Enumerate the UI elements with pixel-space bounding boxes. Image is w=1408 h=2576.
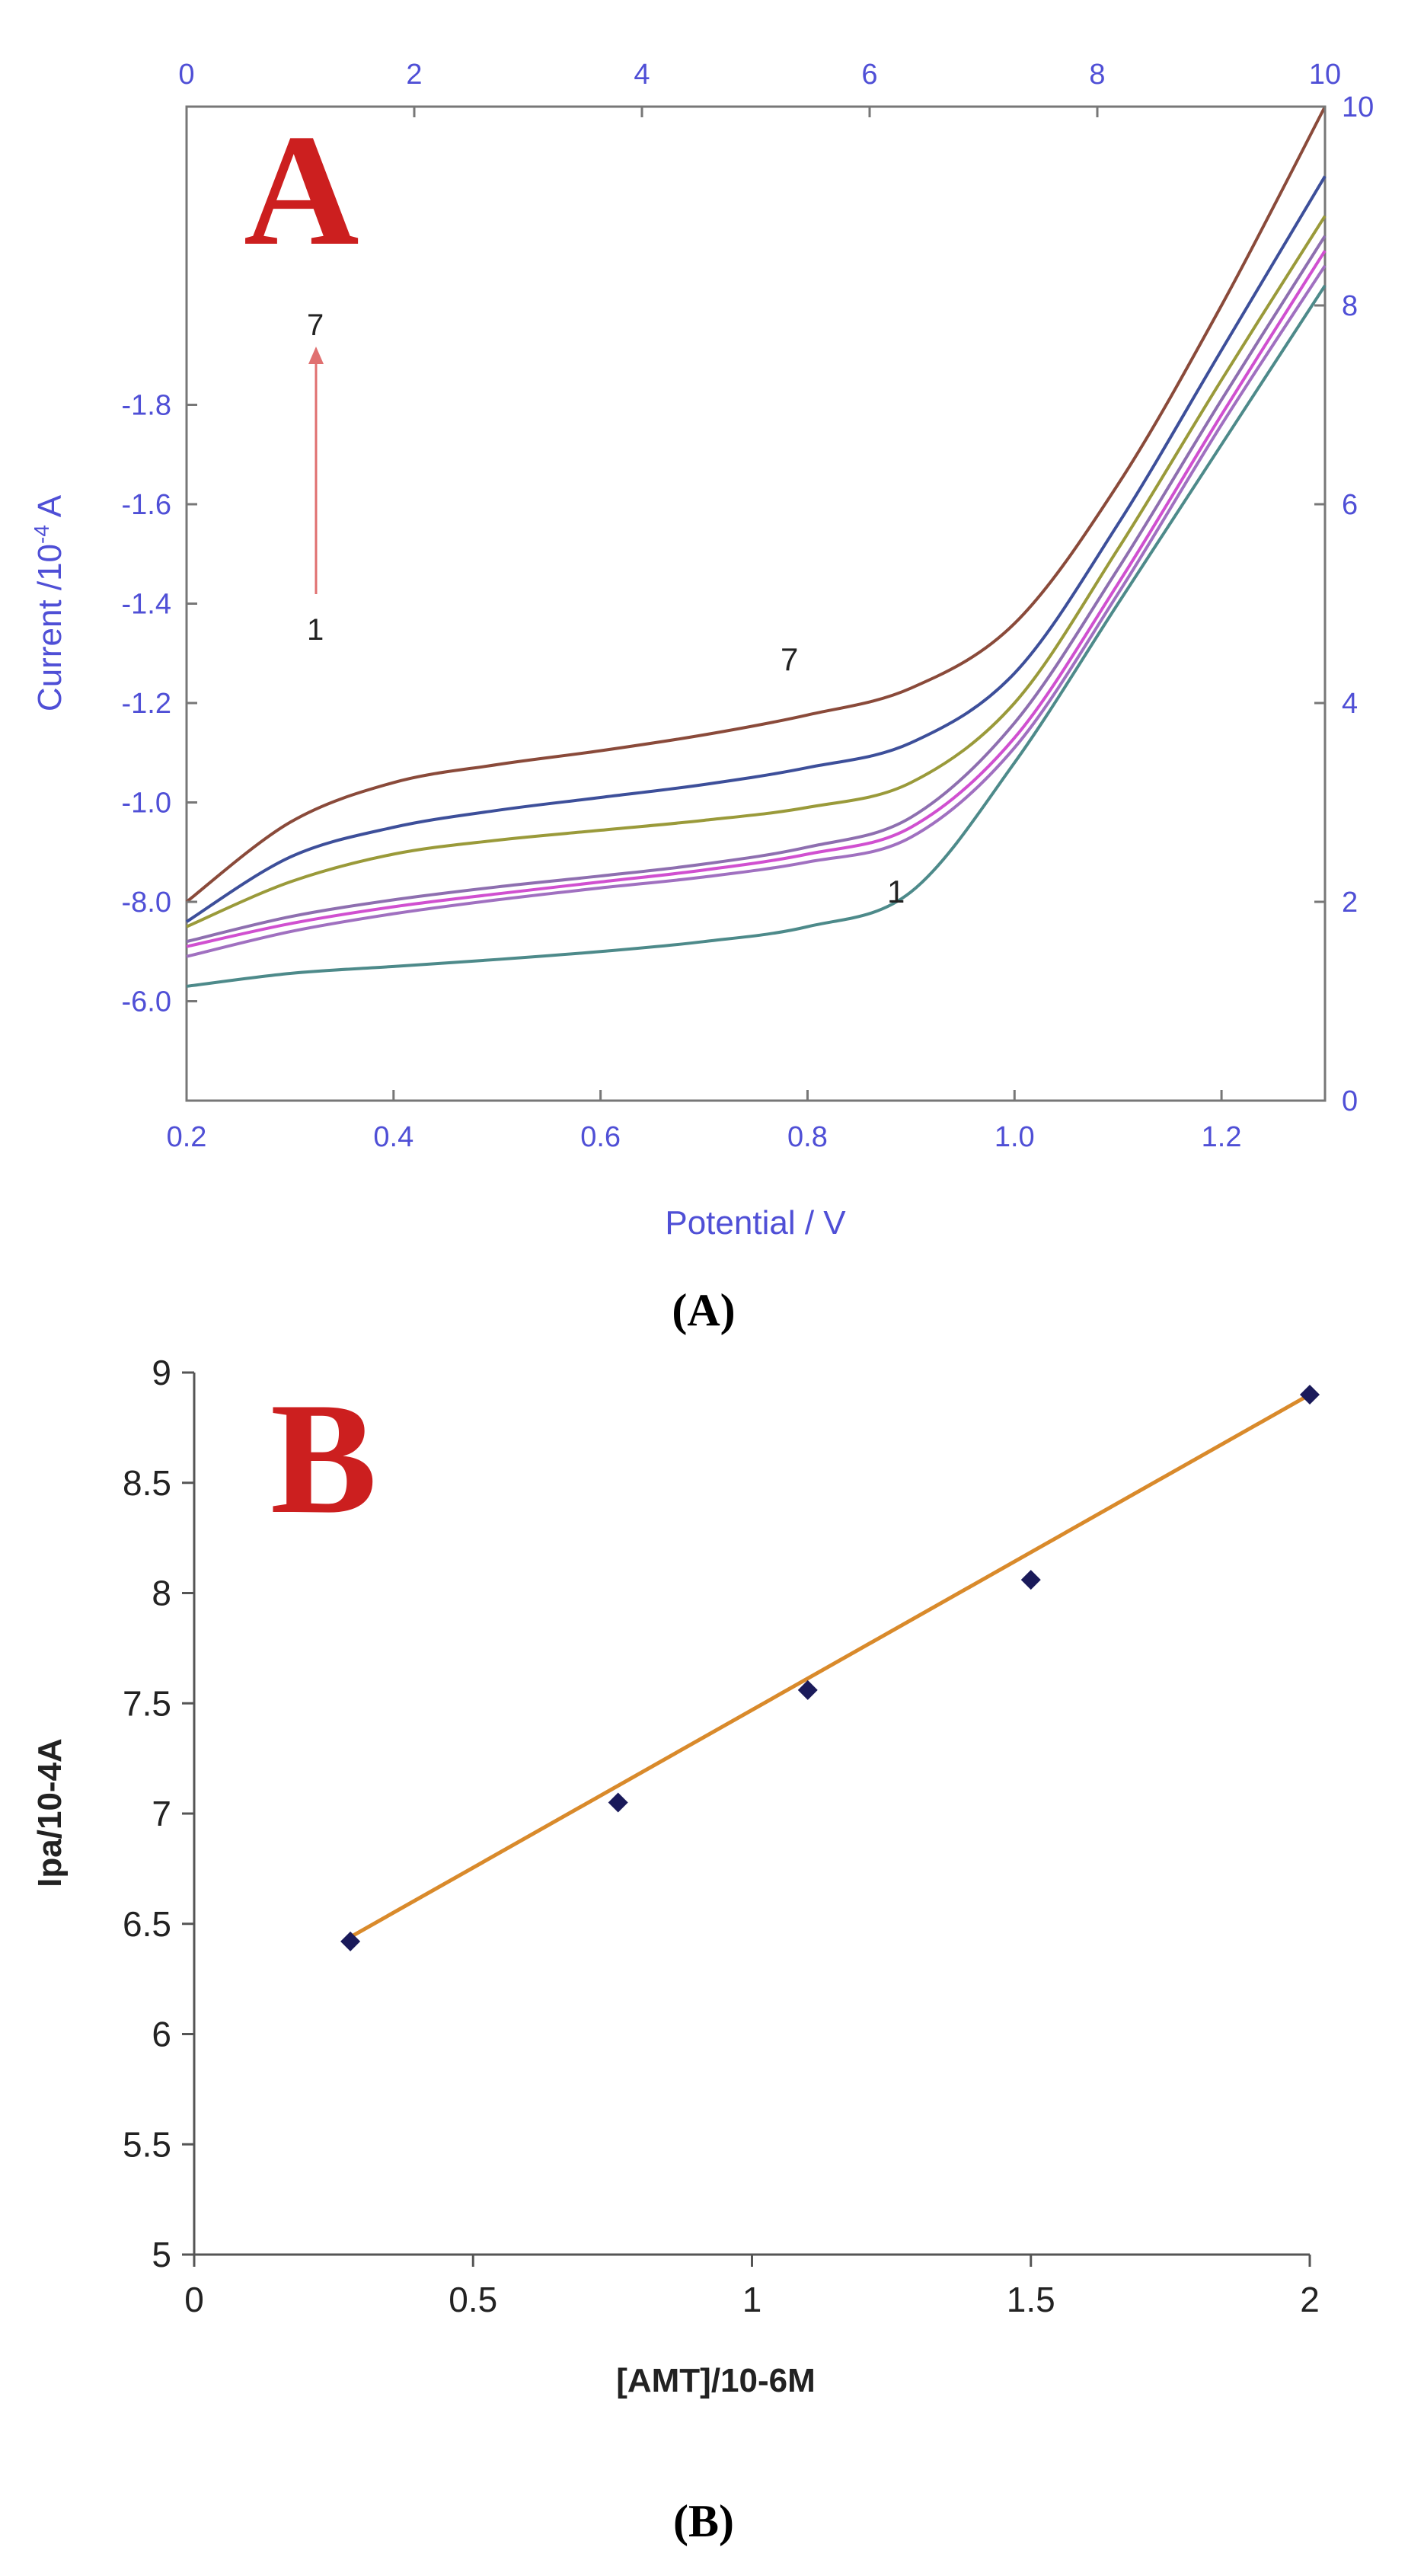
panel-b-y-tick-label: 5 [152, 2235, 171, 2274]
curve-7 [185, 106, 1327, 903]
panel-b-x-ticks: 0 0.5 1 1.5 2 [184, 2255, 1320, 2319]
panel-a-x-tick-label: 1.0 [995, 1121, 1035, 1153]
panel-a-letter: A [244, 102, 359, 279]
panel-b-x-tick-label: 2 [1300, 2280, 1320, 2319]
panel-a-x-tick-label: 1.2 [1202, 1121, 1242, 1153]
arrow-label-start: 1 [307, 613, 324, 647]
panel-a-curves [185, 106, 1327, 988]
panel-b-x-tick-label: 1 [742, 2280, 762, 2319]
panel-b: 0 0.5 1 1.5 2 5 5.5 6 6.5 7 7.5 8 8.5 9 B [AMT]/10-6… [31, 1353, 1320, 2546]
panel-b-y-axis-label: Ipa/10-4A [31, 1738, 69, 1887]
panel-a-top-tick-label: 2 [406, 59, 422, 91]
curve-1 [186, 284, 1327, 988]
panel-a-top-ticks: 0 2 4 6 8 10 [178, 59, 1341, 117]
curve-5 [186, 215, 1327, 928]
panel-a-top-tick-label: 8 [1089, 59, 1105, 91]
arrow-label-end: 7 [307, 308, 324, 342]
panel-a-x-axis-label: Potential / V [665, 1204, 846, 1242]
panel-a-x-tick-label: 0.4 [373, 1121, 413, 1153]
panel-a-y-axis-label-unit: A [31, 494, 69, 525]
caption-a: (A) [672, 1285, 735, 1335]
panel-a-y-axis-label: Current /10-4 A [30, 494, 69, 711]
panel-b-points [340, 1384, 1320, 1951]
panel-a-y-ticks: -6.0 -8.0 -1.0 -1.2 -1.4 -1.6 -1.8 [122, 390, 197, 1018]
curve-6 [185, 175, 1327, 923]
data-point [1300, 1384, 1320, 1405]
panel-b-letter: B [270, 1370, 377, 1547]
data-point [340, 1931, 361, 1951]
panel-b-y-ticks: 5 5.5 6 6.5 7 7.5 8 8.5 9 [123, 1353, 194, 2274]
panel-a-top-tick-label: 10 [1309, 59, 1341, 91]
panel-a-y-tick-label: -1.2 [122, 688, 171, 720]
panel-b-regression-line [349, 1392, 1311, 1939]
panel-b-x-tick-label: 0 [184, 2280, 204, 2319]
curve-label-last: 7 [781, 641, 798, 677]
curve-3 [186, 250, 1327, 948]
panel-a-right-tick-label: 2 [1342, 887, 1358, 919]
panel-a-x-ticks: 0.2 0.4 0.6 0.8 1.0 1.2 [167, 1090, 1242, 1153]
panel-a-y-tick-label: -1.4 [122, 589, 171, 621]
curve-label-first: 1 [887, 874, 905, 909]
curve-2 [186, 264, 1327, 958]
panel-a: 0.2 0.4 0.6 0.8 1.0 1.2 -6.0-8.0-1.0-1.2-1.4-… [30, 59, 1374, 1335]
panel-b-x-tick-label: 1.5 [1007, 2280, 1055, 2319]
panel-a-right-tick-label: 6 [1342, 489, 1358, 521]
panel-a-x-tick-label: 0.6 [580, 1121, 621, 1153]
panel-a-right-tick-label: 0 [1342, 1085, 1358, 1117]
panel-a-top-tick-label: 0 [178, 59, 194, 91]
panel-a-y-tick-label: -1.6 [122, 489, 171, 521]
panel-b-y-tick-label: 7.5 [123, 1683, 171, 1723]
panel-a-right-ticks: 0 2 4 6 8 10 [1314, 91, 1374, 1117]
panel-a-right-tick-label: 8 [1342, 290, 1358, 322]
panel-a-y-tick-label: -1.0 [122, 788, 171, 820]
panel-a-y-tick-label: -1.8 [122, 390, 171, 422]
panel-a-y-tick-label: -8.0 [122, 887, 171, 919]
panel-a-x-tick-label: 0.8 [787, 1121, 828, 1153]
panel-b-y-tick-label: 6 [152, 2015, 171, 2054]
data-point [797, 1680, 818, 1700]
panel-a-right-tick-label: 4 [1342, 688, 1358, 720]
panel-b-y-tick-label: 6.5 [123, 1904, 171, 1944]
panel-b-y-tick-label: 7 [152, 1794, 171, 1833]
panel-b-y-tick-label: 5.5 [123, 2124, 171, 2164]
data-point [1020, 1570, 1041, 1590]
curve-4 [186, 235, 1327, 944]
panel-b-y-tick-label: 8.5 [123, 1463, 171, 1503]
panel-a-top-tick-label: 4 [634, 59, 650, 91]
panel-a-y-axis-label-sup: -4 [30, 525, 53, 544]
panel-a-top-tick-label: 6 [861, 59, 877, 91]
panel-a-x-tick-label: 0.2 [167, 1121, 207, 1153]
panel-b-x-tick-label: 0.5 [449, 2280, 497, 2319]
panel-b-x-axis-label: [AMT]/10-6M [616, 2362, 816, 2399]
panel-b-y-tick-label: 9 [152, 1353, 171, 1392]
caption-b: (B) [673, 2496, 734, 2546]
panel-b-y-tick-label: 8 [152, 1574, 171, 1613]
panel-a-y-tick-label: -6.0 [122, 986, 171, 1018]
panel-a-right-tick-label: 10 [1342, 91, 1374, 123]
concentration-arrowhead [308, 347, 324, 364]
panel-b-fit-line [349, 1392, 1311, 1939]
data-point [608, 1792, 628, 1813]
panel-a-y-axis-label-main: Current /10 [31, 544, 69, 711]
